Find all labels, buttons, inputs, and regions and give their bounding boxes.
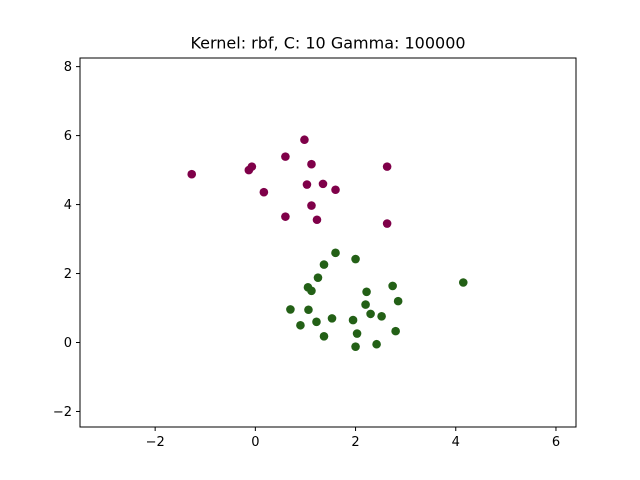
series-1-point-20: [388, 281, 397, 291]
series-1-point-23: [458, 278, 468, 287]
x-tick-label-0: −2: [146, 435, 165, 450]
series-1-point-12: [351, 254, 360, 264]
series-1-point-15: [361, 300, 370, 309]
y-tick-label-3: 4: [64, 198, 72, 213]
x-tick-label-4: 6: [552, 435, 560, 450]
series-1-point-11: [348, 315, 358, 325]
series-1-point-19: [377, 312, 386, 321]
y-tick-label-5: 8: [64, 60, 72, 75]
series-0-point-4: [281, 152, 290, 161]
series-0-point-12: [331, 185, 340, 195]
axes: −2 0 2 4 6 −2 0 2 4 6 8: [53, 57, 577, 450]
series-0-point-6: [300, 135, 309, 145]
series-1-point-10: [331, 248, 340, 258]
y-tick-label-1: 0: [64, 336, 72, 351]
series-1-point-1: [296, 320, 305, 330]
y-tick-label-0: −2: [53, 405, 72, 420]
chart-title: Kernel: rbf, C: 10 Gamma: 100000: [190, 34, 465, 53]
x-tick-label-3: 4: [452, 435, 460, 450]
series-1-point-8: [319, 332, 329, 341]
x-tick-label-2: 2: [351, 435, 359, 450]
series-0-point-7: [302, 180, 312, 189]
series-0-point-5: [281, 212, 290, 221]
series-1-point-4: [307, 286, 316, 296]
y-tick-label-4: 6: [64, 129, 72, 144]
series-1-point-6: [313, 273, 323, 282]
series-0-point-0: [187, 169, 197, 179]
series-0-point-10: [312, 215, 322, 225]
series-1-point-0: [286, 305, 295, 314]
series-0-point-9: [307, 201, 316, 210]
series-1-point-14: [352, 329, 362, 338]
series-1-point-16: [362, 287, 371, 297]
series-1-point-18: [372, 339, 381, 349]
series-0-point-3: [259, 187, 269, 197]
series-0-point-2: [247, 162, 257, 171]
y-tick-label-2: 2: [64, 267, 72, 282]
series-1-point-5: [312, 317, 321, 327]
series-1-point-7: [319, 260, 329, 269]
series-1-point-13: [351, 342, 360, 351]
series-1-point-22: [393, 296, 403, 306]
series-1-point-3: [304, 305, 313, 315]
series-1-point-21: [391, 326, 400, 336]
data-points: [187, 135, 468, 351]
series-0-point-13: [382, 162, 392, 171]
series-1-point-9: [327, 314, 337, 323]
series-1-point-17: [366, 309, 375, 319]
series-0-point-8: [307, 159, 316, 169]
plot-frame: [79, 57, 577, 428]
series-0-point-14: [382, 219, 392, 228]
x-tick-label-1: 0: [251, 435, 259, 450]
series-0-point-11: [318, 179, 328, 189]
